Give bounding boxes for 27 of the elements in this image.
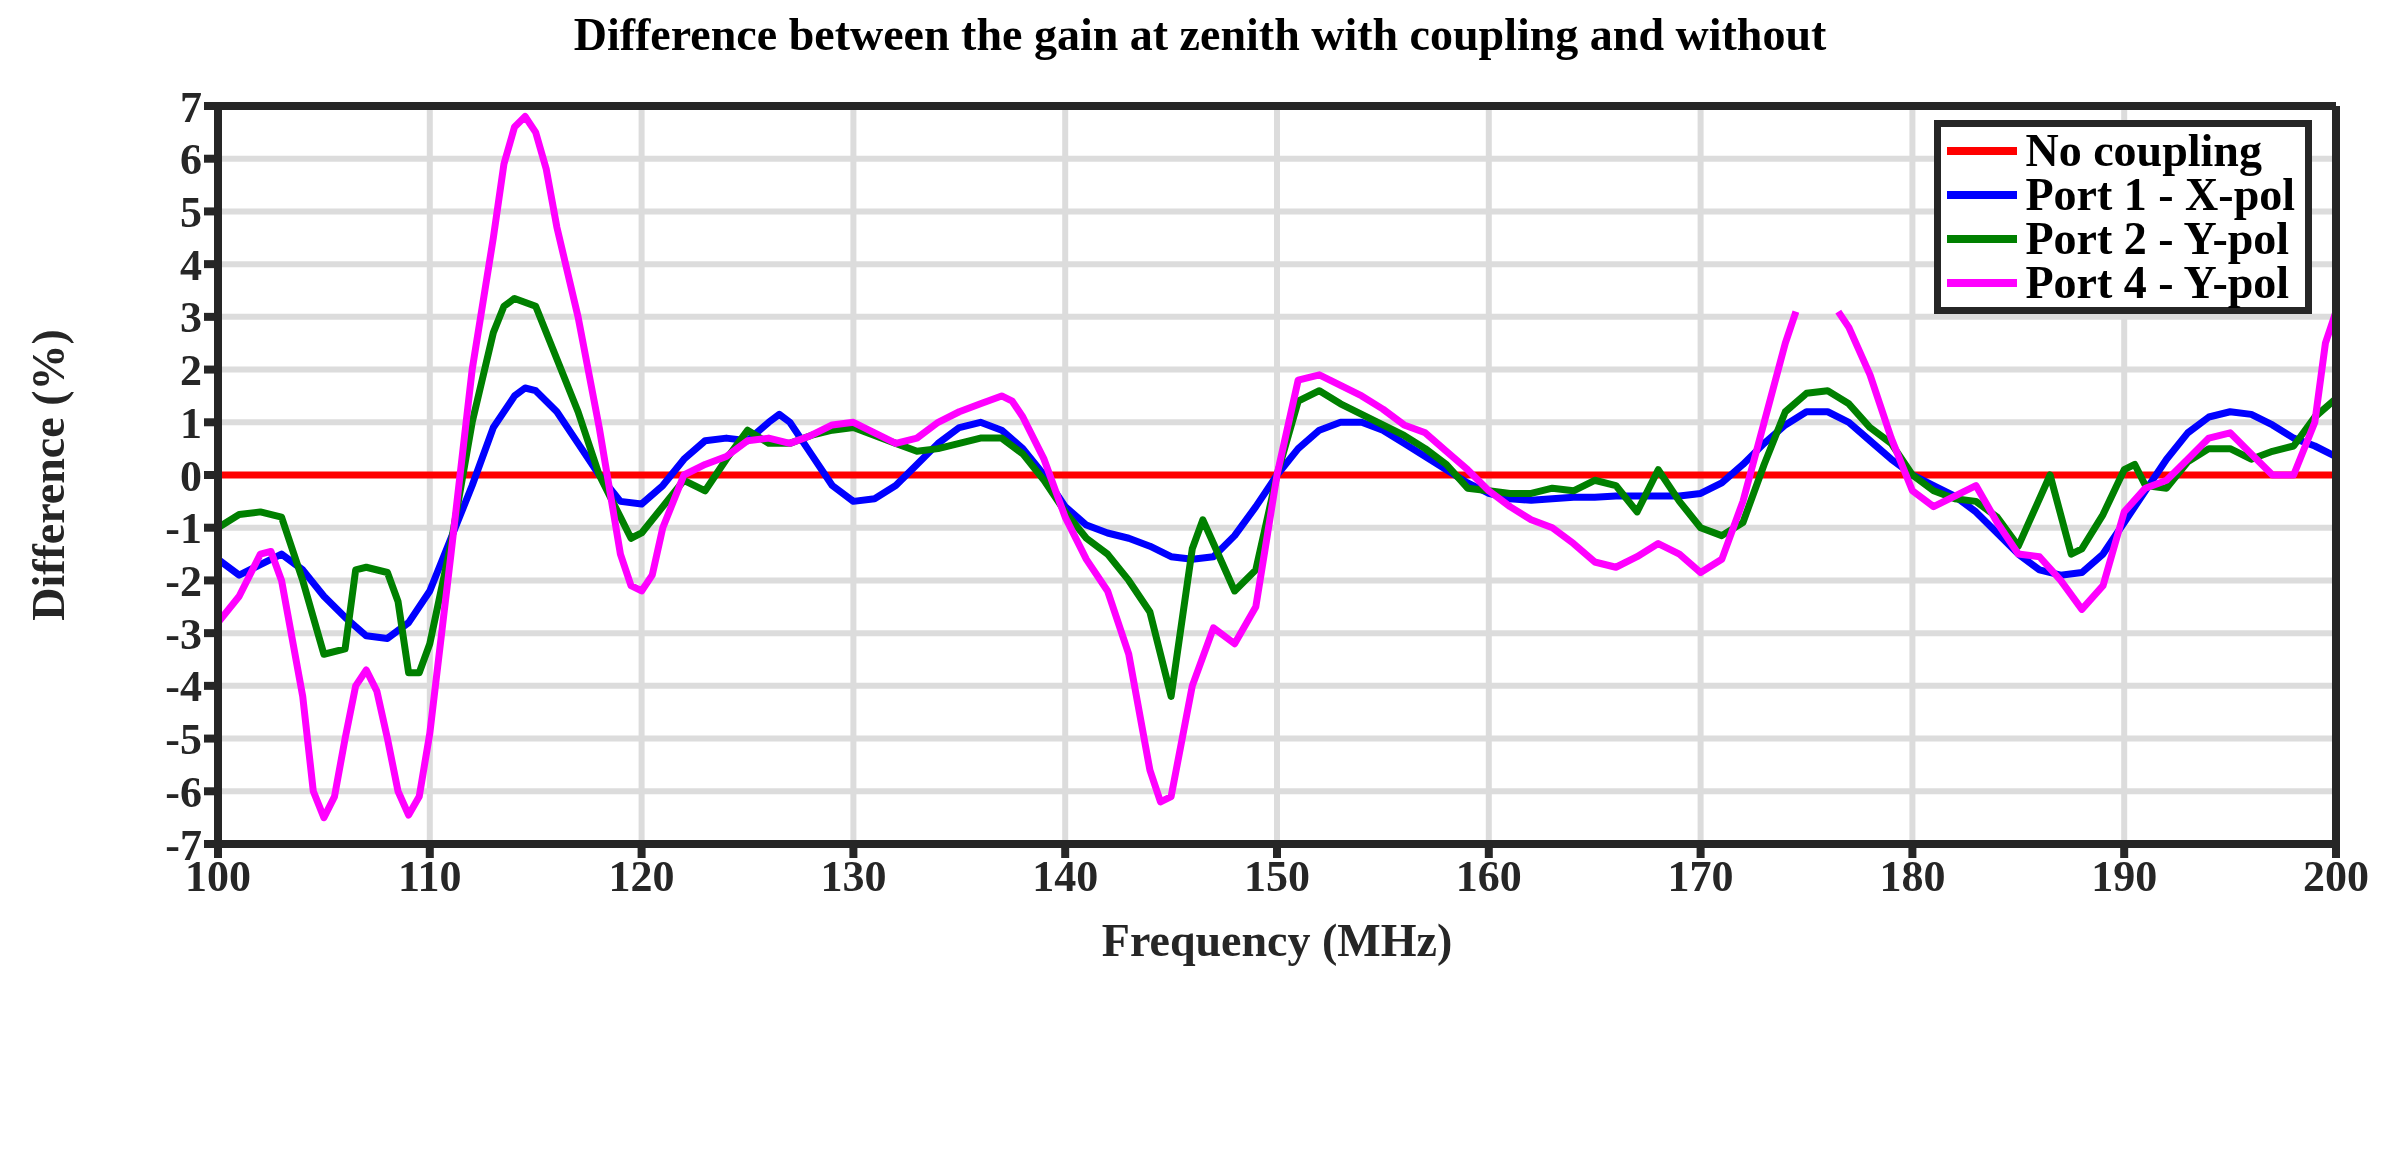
x-tick-label: 140	[1032, 852, 1099, 902]
x-tick-label: 200	[2303, 852, 2369, 902]
y-tick-label: 2	[180, 346, 202, 396]
x-tick-label: 130	[820, 852, 887, 902]
x-tick-label: 150	[1244, 852, 1310, 902]
y-tick-label: 0	[180, 451, 202, 501]
y-axis-title: Difference (%)	[23, 329, 75, 621]
x-tick-label: 120	[608, 852, 675, 902]
y-tick-label: -1	[165, 504, 202, 554]
y-tick-label: -2	[165, 557, 202, 607]
y-tick-label: 3	[180, 293, 202, 343]
x-tick-label: 190	[2091, 852, 2158, 902]
y-tick-label: -6	[165, 767, 202, 817]
x-axis-title: Frequency (MHz)	[1101, 915, 1453, 966]
chart-title: Difference between the gain at zenith with coupling and without	[572, 8, 1828, 61]
y-tick-label: -4	[165, 662, 202, 712]
y-tick-label: 6	[180, 135, 202, 185]
y-tick-label: 7	[180, 82, 202, 132]
y-tick-label: 5	[180, 188, 202, 238]
y-tick-label: 4	[180, 240, 202, 290]
x-tick-label: 180	[1879, 852, 1946, 902]
y-tick-label: -5	[165, 715, 202, 765]
x-tick-label: 110	[398, 852, 462, 902]
x-tick-label: 160	[1455, 852, 1522, 902]
y-tick-label: 1	[180, 398, 202, 448]
x-tick-label: 170	[1667, 852, 1734, 902]
y-tick-label: -3	[165, 609, 202, 659]
